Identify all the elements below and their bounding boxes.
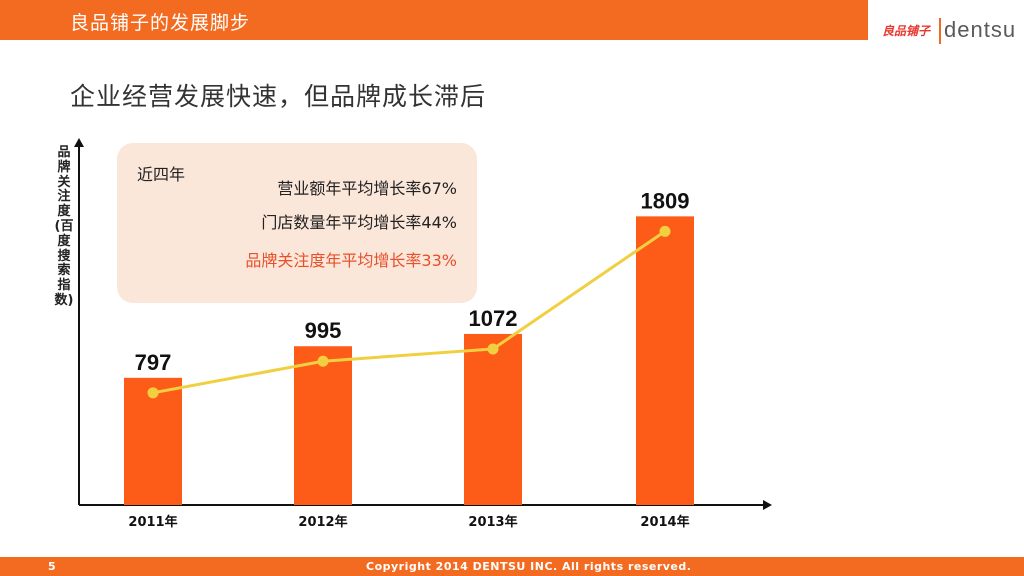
trend-point-2 xyxy=(487,343,499,355)
bar-1 xyxy=(294,346,352,505)
y-axis-label: 品牌关注度(百度搜索指数) xyxy=(54,145,74,308)
stat-revenue-growth: 营业额年平均增长率67% xyxy=(277,179,457,198)
footer-bar: 5 Copyright 2014 DENTSU INC. All rights … xyxy=(0,557,1024,576)
stat-brand-attention-growth: 品牌关注度年平均增长率33% xyxy=(245,251,457,270)
trend-point-0 xyxy=(147,387,159,399)
trend-line xyxy=(152,230,666,395)
brand-logo-cn: 良品铺子 xyxy=(882,24,931,38)
growth-summary-box: 近四年 营业额年平均增长率67% 门店数量年平均增长率44% 品牌关注度年平均增… xyxy=(117,143,477,303)
x-axis-arrow xyxy=(763,500,772,510)
x-tick-label-1: 2012年 xyxy=(298,514,347,530)
data-label-2: 1072 xyxy=(469,306,518,331)
brand-logo: 良品铺子 dentsu xyxy=(878,16,1024,46)
header-title: 良品铺子的发展脚步 xyxy=(70,12,251,34)
header-bar: 良品铺子的发展脚步 xyxy=(0,0,868,40)
bar-2 xyxy=(464,333,522,505)
x-tick-label-0: 2011年 xyxy=(128,514,177,530)
trend-point-3 xyxy=(659,225,671,237)
copyright-text: Copyright 2014 DENTSU INC. All rights re… xyxy=(366,560,692,573)
x-tick-label-3: 2014年 xyxy=(640,514,689,530)
page-number: 5 xyxy=(48,560,56,573)
brand-divider xyxy=(939,18,941,44)
data-label-0: 797 xyxy=(135,350,172,375)
trend-point-1 xyxy=(317,355,329,367)
bar-3 xyxy=(636,216,694,505)
data-label-1: 995 xyxy=(305,318,342,343)
brand-logo-en: dentsu xyxy=(944,17,1017,42)
slide-subtitle: 企业经营发展快速，但品牌成长滞后 xyxy=(70,82,487,111)
bar-0 xyxy=(124,377,182,505)
data-label-3: 1809 xyxy=(641,188,690,213)
y-axis-arrow xyxy=(74,138,84,147)
summary-lead: 近四年 xyxy=(137,165,186,184)
x-tick-label-2: 2013年 xyxy=(468,514,517,530)
stat-store-growth: 门店数量年平均增长率44% xyxy=(261,213,457,232)
